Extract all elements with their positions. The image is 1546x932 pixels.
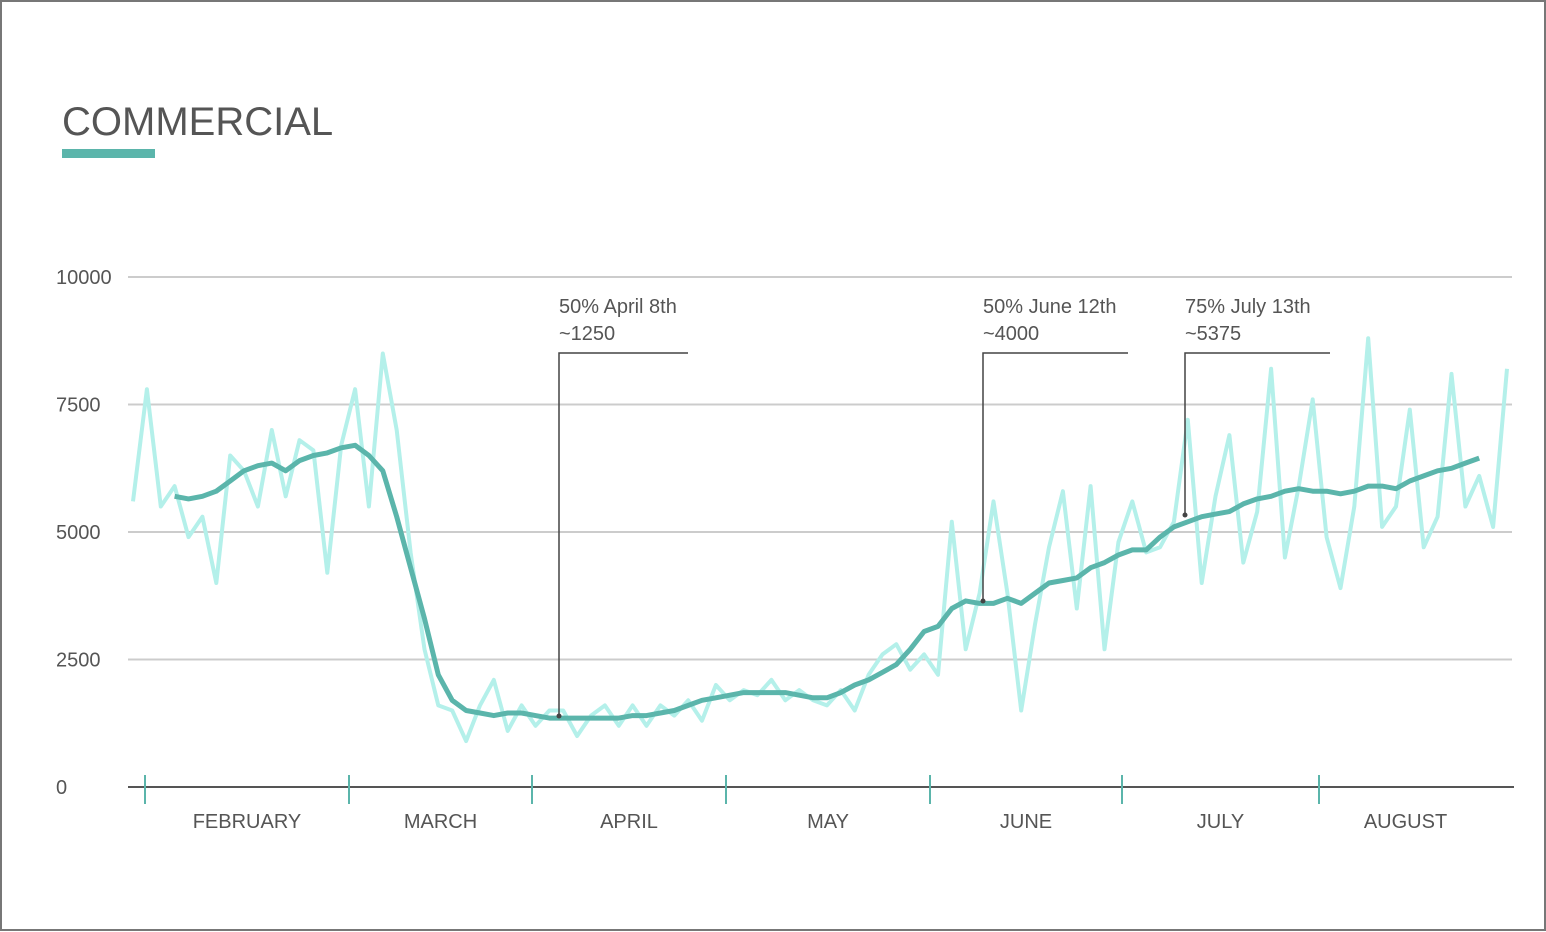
x-tick-label: JUNE	[1000, 811, 1052, 833]
annotation-text: 50% June 12th	[983, 296, 1116, 318]
annotation-text: ~4000	[983, 323, 1039, 345]
y-tick-label: 2500	[56, 650, 101, 672]
title-underline	[62, 149, 155, 158]
x-tick-label: APRIL	[600, 811, 658, 833]
average-line	[174, 442, 1481, 721]
annotation-leader	[982, 352, 1128, 601]
annotation-leader	[558, 352, 688, 716]
x-tick-label: JULY	[1197, 811, 1244, 833]
x-tick-label: MARCH	[404, 811, 477, 833]
y-tick-label: 5000	[56, 522, 101, 544]
annotation-text: ~1250	[559, 323, 615, 345]
y-tick-label: 10000	[56, 267, 112, 289]
x-tick-label: FEBRUARY	[193, 811, 302, 833]
annotation-text: 50% April 8th	[559, 296, 677, 318]
annotation-point	[980, 598, 986, 604]
x-tick-label: AUGUST	[1364, 811, 1447, 833]
annotation-text: ~5375	[1185, 323, 1241, 345]
y-tick-label: 0	[56, 777, 67, 799]
annotation-text: 75% July 13th	[1185, 296, 1311, 318]
y-tick-label: 7500	[56, 395, 101, 417]
annotation-leader	[1184, 352, 1330, 515]
chart-title: COMMERCIAL	[62, 100, 333, 144]
annotation-point	[556, 713, 562, 719]
x-tick-label: MAY	[807, 811, 849, 833]
annotation-point	[1182, 512, 1188, 518]
